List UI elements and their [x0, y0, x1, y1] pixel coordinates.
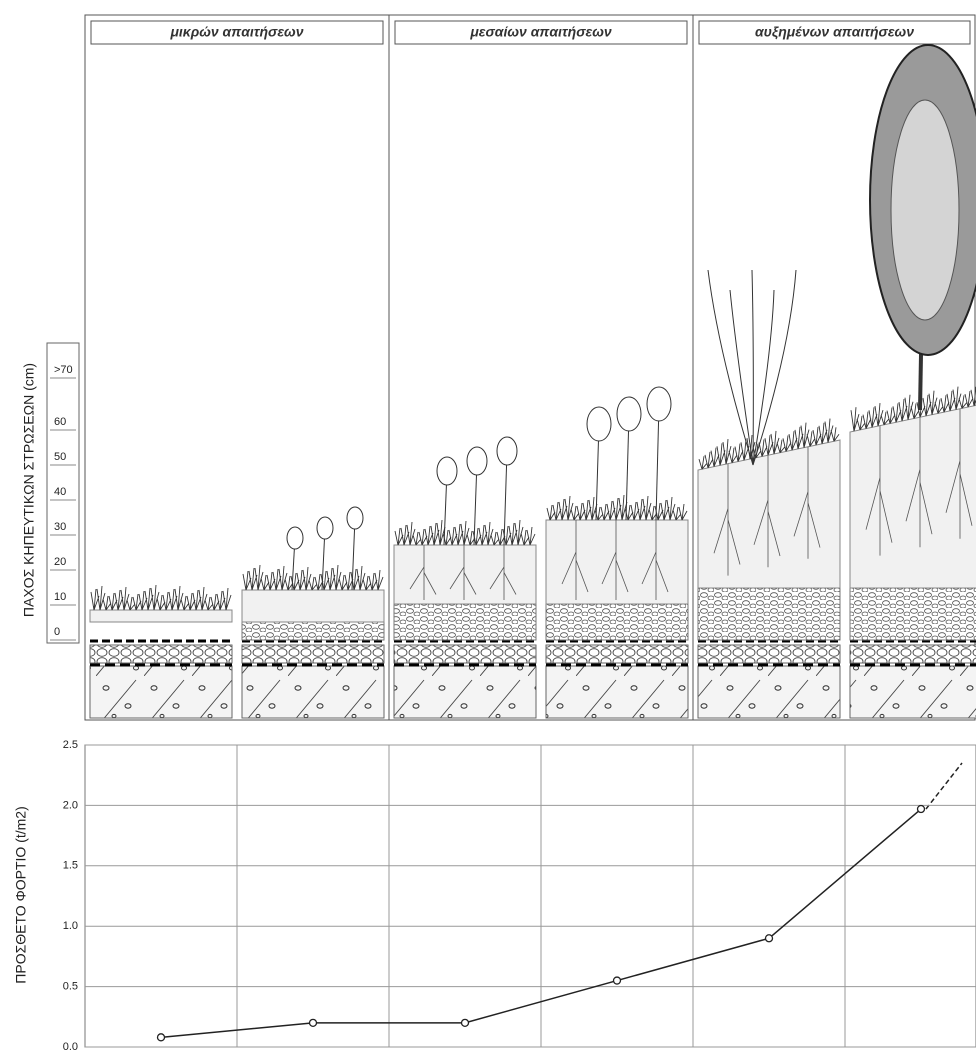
- drainage-layer: [546, 645, 688, 663]
- drainage-layer: [850, 645, 976, 663]
- base-layer: [546, 666, 688, 718]
- shrub-branch: [730, 290, 753, 465]
- base-layer: [90, 666, 232, 718]
- page: ΠΑΧΟΣ ΚΗΠΕΥΤΙΚΩΝ ΣΤΡΩΣΕΩΝ (cm) μικρών απ…: [0, 0, 976, 1059]
- plant-flower: [287, 527, 303, 549]
- plant-flower: [347, 507, 363, 529]
- plant-flower: [437, 457, 457, 485]
- grass: [91, 585, 231, 610]
- scale-label: >70: [54, 364, 73, 376]
- y-axis-label: ΠΡΟΣΘΕΤΟ ΦΟΡΤΙΟ (t/m2): [13, 806, 29, 983]
- plant-flower: [647, 387, 671, 421]
- build-up-panel: ΠΑΧΟΣ ΚΗΠΕΥΤΙΚΩΝ ΣΤΡΩΣΕΩΝ (cm) μικρών απ…: [21, 15, 976, 720]
- shrub-branch: [753, 290, 774, 465]
- data-point: [766, 935, 773, 942]
- scale-label: 10: [54, 591, 66, 603]
- column-header: μεσαίων απαιτήσεων: [469, 24, 612, 40]
- base-layer: [394, 666, 536, 718]
- data-point: [462, 1019, 469, 1026]
- load-chart: ΠΡΟΣΘΕΤΟ ΦΟΡΤΙΟ (t/m2) 0.0 0.5 1.0 1.5 2.0 2.…: [13, 739, 976, 1053]
- plant-flower: [467, 447, 487, 475]
- tree-crown-light: [891, 100, 959, 320]
- plant-flower: [587, 407, 611, 441]
- plant-flower: [497, 437, 517, 465]
- data-point: [158, 1034, 165, 1041]
- gravel-layer: [698, 588, 840, 640]
- scale-label: 0: [54, 626, 60, 638]
- scale-label: 30: [54, 521, 66, 533]
- scale-label: 40: [54, 486, 66, 498]
- drainage-layer: [90, 645, 232, 663]
- plot-frame: [85, 745, 976, 1047]
- scale-label: 50: [54, 451, 66, 463]
- y-tick-label: 0.0: [63, 1041, 78, 1053]
- column-header: μικρών απαιτήσεων: [169, 24, 303, 40]
- column-header: αυξημένων απαιτήσεων: [755, 24, 914, 40]
- y-tick-label: 1.5: [63, 860, 78, 872]
- drainage-layer: [242, 645, 384, 663]
- gravel-layer: [546, 604, 688, 640]
- data-point: [918, 806, 925, 813]
- substrate: [90, 610, 232, 622]
- data-point: [310, 1019, 317, 1026]
- grass: [395, 520, 535, 545]
- trend-extension: [926, 763, 962, 809]
- plant-flower: [317, 517, 333, 539]
- base-layer: [698, 666, 840, 718]
- thickness-axis-label: ΠΑΧΟΣ ΚΗΠΕΥΤΙΚΩΝ ΣΤΡΩΣΕΩΝ (cm): [21, 363, 37, 617]
- data-point: [614, 977, 621, 984]
- gravel-layer: [394, 604, 536, 640]
- scale-label: 20: [54, 556, 66, 568]
- y-tick-label: 0.5: [63, 981, 78, 993]
- drainage-layer: [394, 645, 536, 663]
- grass: [243, 565, 383, 590]
- drainage-layer: [698, 645, 840, 663]
- base-layer: [242, 666, 384, 718]
- plant-flower: [617, 397, 641, 431]
- grass: [547, 495, 687, 520]
- y-tick-label: 1.0: [63, 920, 78, 932]
- gravel-layer: [850, 588, 976, 640]
- gravel-layer: [242, 622, 384, 640]
- y-tick-label: 2.0: [63, 799, 78, 811]
- base-layer: [850, 666, 976, 718]
- substrate: [242, 590, 384, 622]
- y-tick-label: 2.5: [63, 739, 78, 751]
- scale-label: 60: [54, 416, 66, 428]
